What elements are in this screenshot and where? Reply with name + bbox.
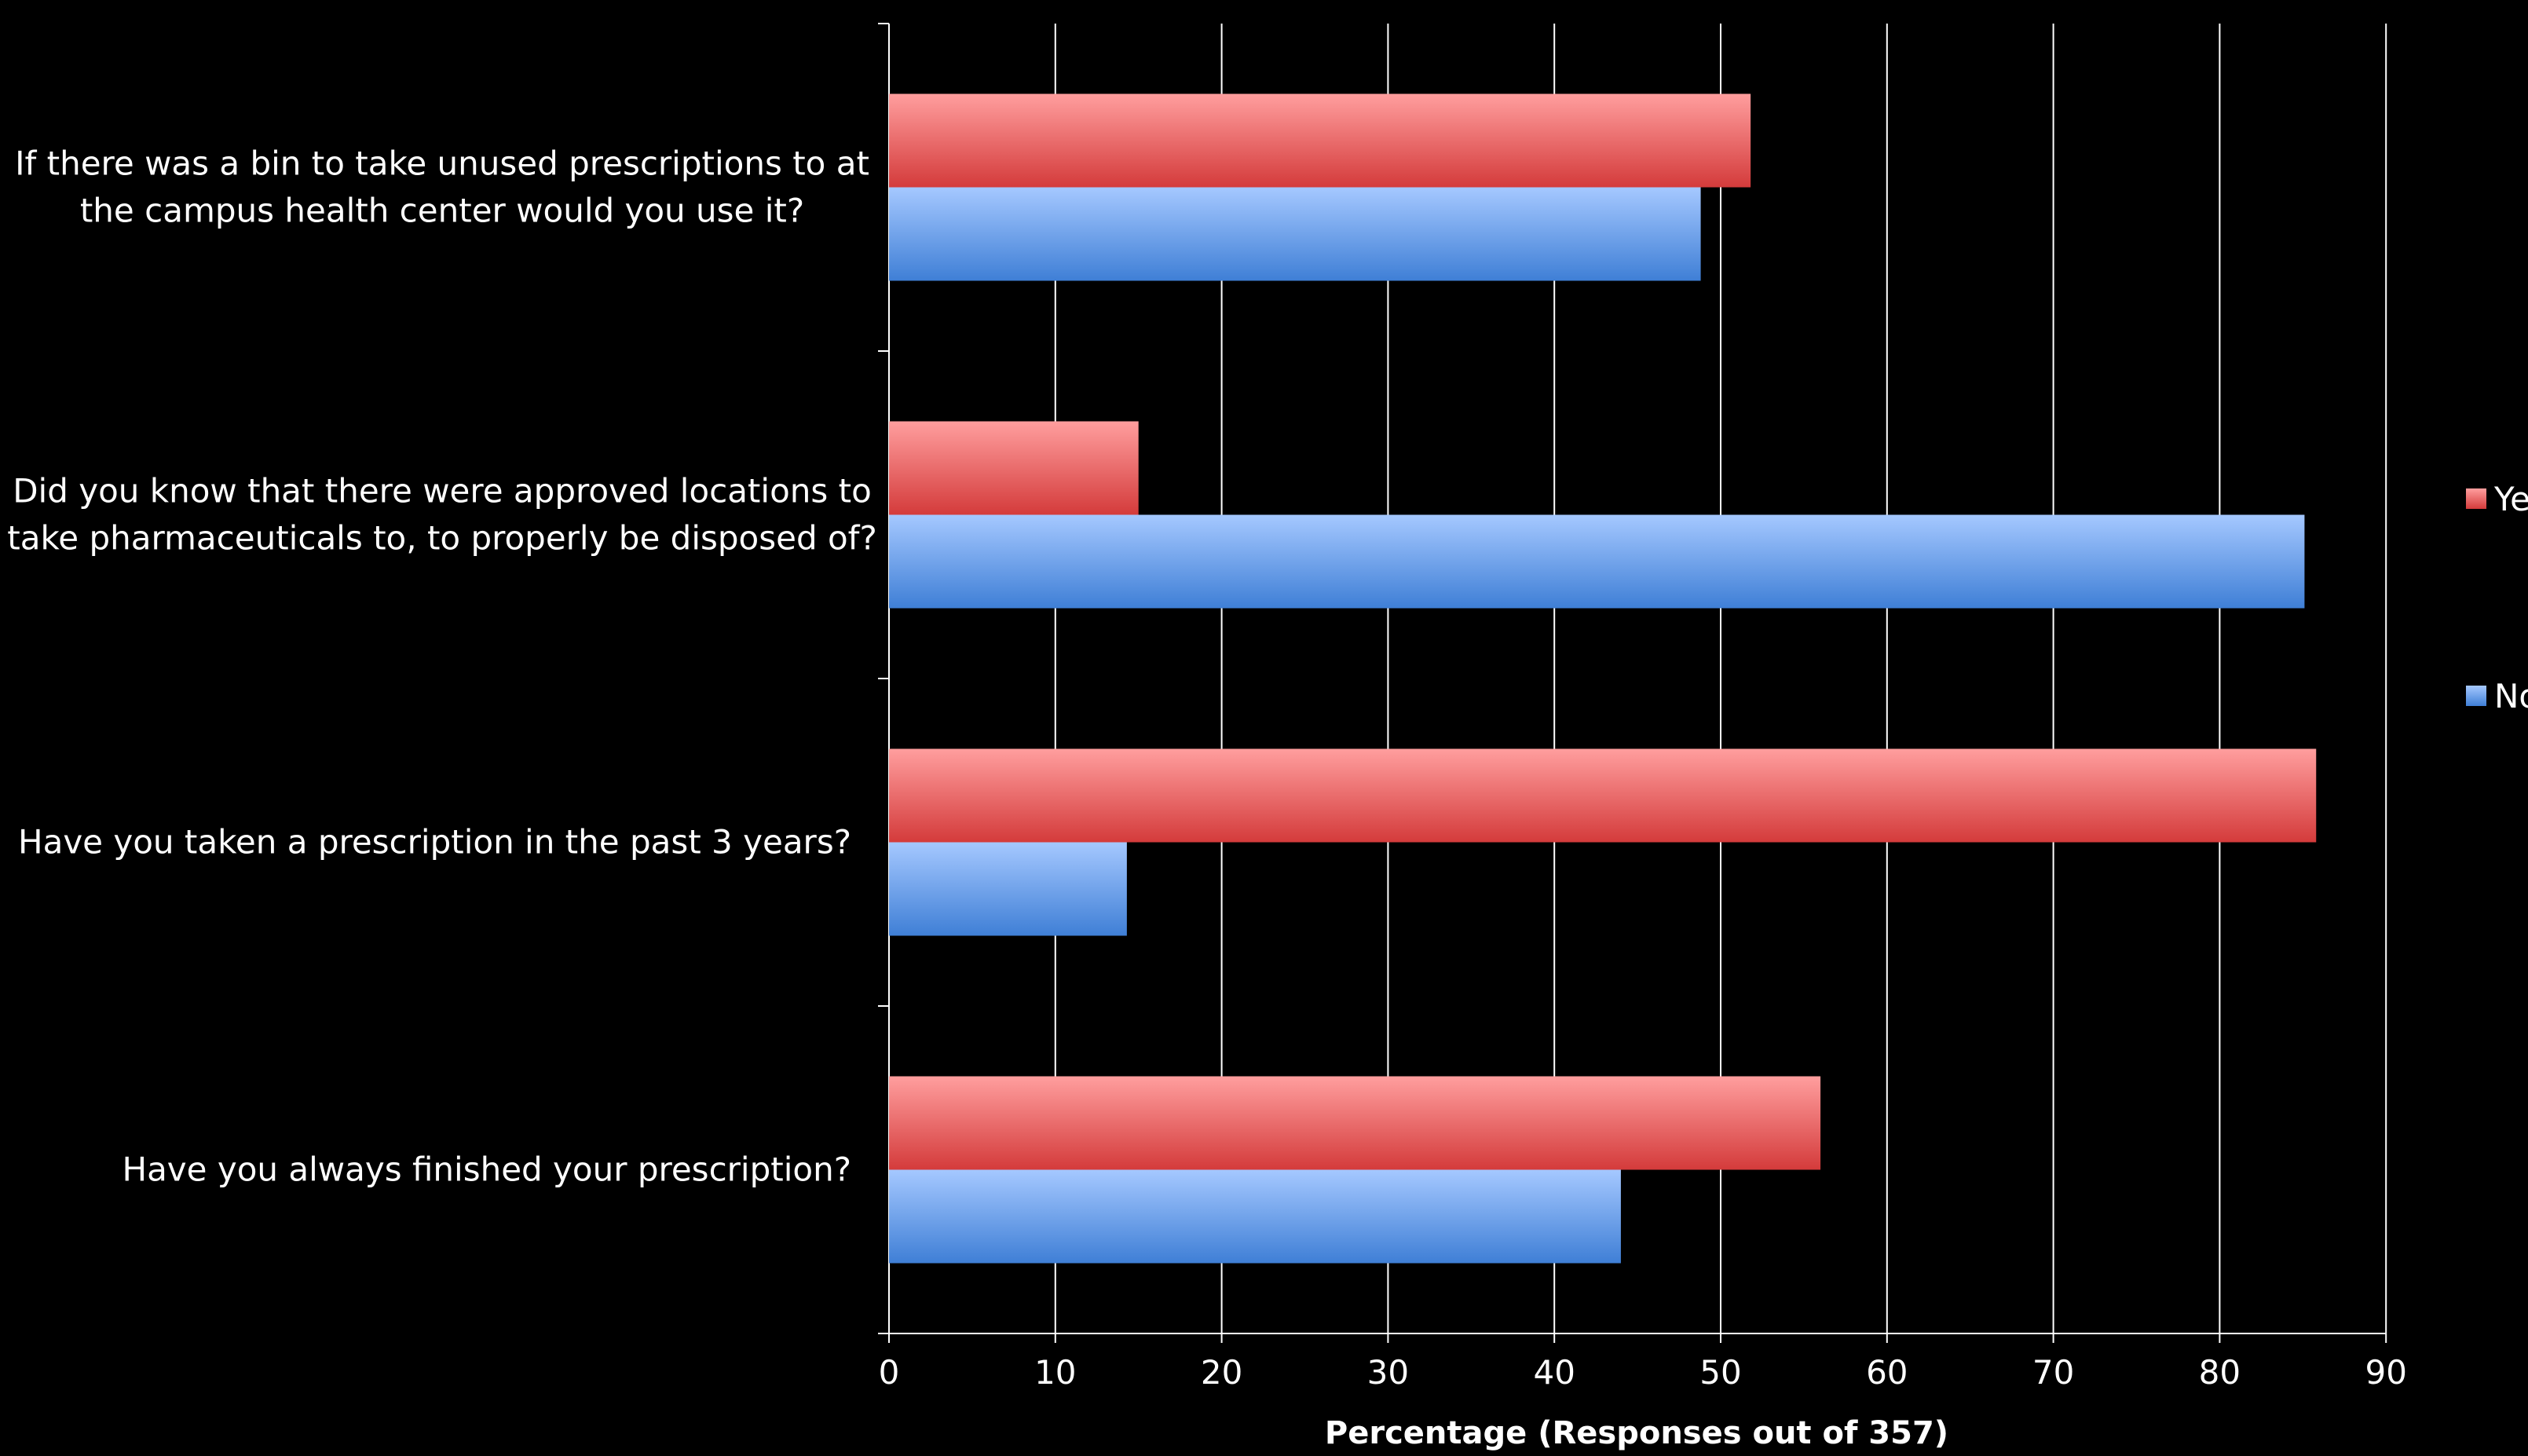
x-tick-label: 0: [879, 1353, 900, 1392]
bar-no: [889, 187, 1701, 281]
x-tick-label: 20: [1201, 1353, 1242, 1392]
category-label: Have you taken a prescription in the pas…: [18, 823, 851, 862]
legend: Ye No: [2466, 480, 2528, 715]
x-tick-label: 50: [1699, 1353, 1741, 1392]
legend-swatch-no: [2466, 686, 2486, 706]
legend-label-ye: Ye: [2493, 480, 2528, 518]
x-tick-label: 40: [1533, 1353, 1575, 1392]
legend-label-no: No: [2494, 677, 2528, 715]
bar-ye: [889, 748, 2317, 843]
bar-no: [889, 842, 1127, 936]
category-label: If there was a bin to take unused prescr…: [15, 145, 869, 230]
x-tick-label: 30: [1367, 1353, 1409, 1392]
x-tick-label: 70: [2032, 1353, 2074, 1392]
bar-ye: [889, 1076, 1821, 1170]
x-tick-label: 10: [1034, 1353, 1076, 1392]
bar-no: [889, 514, 2305, 609]
legend-swatch-ye: [2466, 488, 2486, 509]
x-tick-label: 60: [1866, 1353, 1908, 1392]
x-tick-labels: 0 10 20 30 40 50 60 70 80 90: [879, 1353, 2407, 1392]
x-tick-label: 80: [2199, 1353, 2241, 1392]
category-labels: If there was a bin to take unused prescr…: [7, 145, 876, 1189]
x-axis-title: Percentage (Responses out of 357): [1325, 1415, 1948, 1451]
bar-no: [889, 1169, 1621, 1264]
bar-ye: [889, 421, 1139, 515]
category-label: Have you always finished your prescripti…: [122, 1151, 851, 1189]
bars: [889, 93, 2317, 1264]
category-label: Did you know that there were approved lo…: [7, 472, 876, 558]
x-tick-label: 90: [2365, 1353, 2406, 1392]
bar-ye: [889, 93, 1751, 188]
